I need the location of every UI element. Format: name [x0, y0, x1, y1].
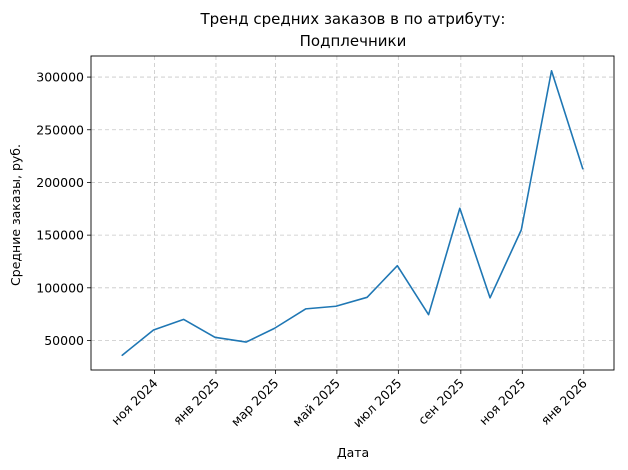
grid-layer — [91, 56, 614, 370]
plot-area-border — [90, 55, 615, 371]
chart-title-line-2: Подплечники — [300, 32, 407, 50]
x-tick-label: май 2025 — [289, 376, 343, 430]
y-tick-label: 100000 — [36, 280, 84, 295]
y-tick-label: 50000 — [44, 333, 84, 348]
x-tick-label: сен 2025 — [415, 376, 467, 428]
x-tick-label: мар 2025 — [228, 376, 282, 430]
x-tick-label: ноя 2024 — [108, 375, 160, 427]
x-tick-label: июл 2025 — [350, 376, 405, 431]
plot-frame — [90, 55, 615, 371]
ticks-layer: 50000 100000 150000 200000 250000 300000 ноя 2… — [36, 70, 590, 431]
chart-title-line-1: Тренд средних заказов в по атрибуту: — [200, 10, 506, 28]
x-tick-label: янв 2026 — [538, 375, 590, 427]
y-tick-label: 200000 — [36, 175, 84, 190]
y-axis-label: Средние заказы, руб. — [8, 144, 23, 286]
y-tick-label: 150000 — [36, 228, 84, 243]
series-line — [121, 69, 584, 357]
x-axis-label: Дата — [337, 445, 369, 460]
x-tick-label: ноя 2025 — [476, 376, 528, 428]
y-tick-label: 250000 — [36, 122, 84, 137]
series-layer — [121, 69, 584, 357]
y-tick-label: 300000 — [36, 70, 84, 85]
x-tick-label: янв 2025 — [170, 376, 222, 428]
